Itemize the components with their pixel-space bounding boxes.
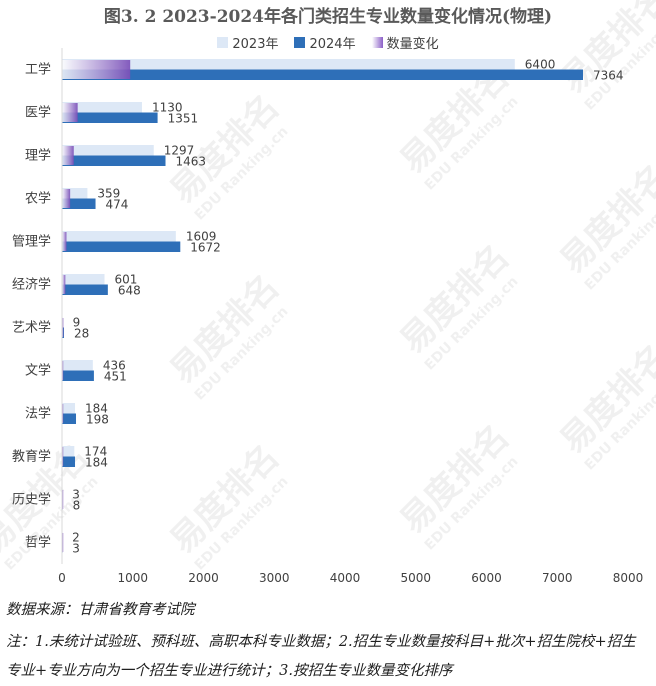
value-label-2023: 174 bbox=[84, 445, 107, 459]
legend-item-2023: 2023年 bbox=[217, 33, 278, 52]
value-label-2024: 1351 bbox=[168, 112, 199, 126]
bar-2023 bbox=[62, 102, 142, 113]
x-tick-label: 3000 bbox=[259, 571, 290, 585]
bar-2024 bbox=[62, 198, 96, 209]
legend-swatch-2024 bbox=[294, 37, 306, 48]
bar-2023 bbox=[62, 145, 154, 156]
chart-note: 注：1.未统计试验班、预科班、高职本科专业数据；2.招生专业数量按科目+批次+招… bbox=[6, 634, 636, 679]
value-label-2023: 359 bbox=[97, 187, 120, 201]
bar-2024 bbox=[62, 284, 108, 295]
bar-change bbox=[62, 60, 131, 79]
bar-2023 bbox=[62, 360, 93, 371]
bar-change bbox=[62, 275, 66, 294]
bar-change bbox=[62, 490, 64, 509]
bar-2023 bbox=[62, 188, 88, 199]
category-label: 历史学 bbox=[12, 492, 51, 508]
legend-item-2024: 2024年 bbox=[294, 33, 356, 52]
x-tick-label: 2000 bbox=[188, 571, 219, 585]
bar-2024 bbox=[62, 456, 76, 467]
value-label-2024: 28 bbox=[74, 327, 89, 341]
bar-change bbox=[62, 361, 64, 380]
bar-change bbox=[62, 404, 64, 423]
bar-2024 bbox=[62, 370, 94, 381]
category-label: 医学 bbox=[25, 105, 51, 121]
category-label: 工学 bbox=[25, 62, 51, 78]
bar-2023 bbox=[62, 403, 76, 414]
bar-change bbox=[62, 232, 67, 251]
x-tick-label: 6000 bbox=[471, 571, 502, 585]
chart-title: 图3. 2 2023-2024年各门类招生专业数量变化情况(物理) bbox=[103, 7, 553, 27]
bar-2023 bbox=[62, 59, 515, 70]
category-label: 法学 bbox=[25, 406, 51, 422]
value-label-2023: 601 bbox=[115, 273, 138, 287]
value-label-2024: 648 bbox=[118, 284, 141, 298]
category-label: 哲学 bbox=[25, 535, 51, 551]
value-label-2024: 198 bbox=[86, 413, 109, 427]
x-axis: 0 1000 2000 3000 4000 5000 6000 7000 8000 bbox=[58, 48, 643, 585]
bar-2023 bbox=[62, 231, 176, 242]
value-label-2024: 7364 bbox=[593, 69, 624, 83]
x-tick-label: 5000 bbox=[400, 571, 431, 585]
x-tick-label: 4000 bbox=[330, 571, 361, 585]
x-tick-label: 7000 bbox=[542, 571, 573, 585]
value-label-2024: 1463 bbox=[176, 155, 207, 169]
category-label: 文学 bbox=[25, 363, 51, 379]
legend-label-2023: 2023年 bbox=[232, 37, 279, 52]
legend: 2023年 2024年 数量变化 bbox=[0, 33, 656, 52]
value-label-2024: 451 bbox=[104, 370, 127, 384]
category-label: 农学 bbox=[25, 191, 51, 207]
category-label: 经济学 bbox=[12, 277, 51, 293]
bar-2024 bbox=[62, 69, 584, 80]
value-label-2024: 184 bbox=[85, 456, 108, 470]
value-label-2023: 1130 bbox=[152, 101, 183, 115]
category-label: 艺术学 bbox=[12, 320, 51, 336]
bar-2024 bbox=[62, 241, 181, 252]
value-label-2023: 2 bbox=[72, 531, 80, 545]
bar-change bbox=[62, 189, 71, 208]
bar-2024 bbox=[62, 413, 77, 424]
bar-2024 bbox=[62, 112, 158, 123]
legend-swatch-change bbox=[371, 37, 383, 48]
legend-label-change: 数量变化 bbox=[386, 37, 439, 52]
bar-change bbox=[62, 533, 64, 552]
data-source: 数据来源：甘肃省教育考试院 bbox=[6, 602, 195, 618]
value-label-2024: 3 bbox=[72, 542, 80, 556]
bar-change bbox=[62, 447, 64, 466]
value-label-2023: 3 bbox=[72, 488, 80, 502]
value-label-2023: 9 bbox=[73, 316, 81, 330]
value-label-2024: 1672 bbox=[190, 241, 221, 255]
category-label: 理学 bbox=[25, 148, 51, 164]
legend-item-change: 数量变化 bbox=[371, 33, 439, 52]
category-label: 教育学 bbox=[12, 449, 51, 465]
bar-change bbox=[62, 146, 74, 165]
value-label-2023: 184 bbox=[85, 402, 108, 416]
bar-change bbox=[62, 318, 64, 337]
value-label-2023: 6400 bbox=[525, 58, 556, 72]
x-tick-label: 1000 bbox=[117, 571, 148, 585]
legend-swatch-2023 bbox=[217, 37, 229, 48]
value-label-2023: 1609 bbox=[186, 230, 217, 244]
bar-2024 bbox=[62, 155, 166, 166]
bar-2023 bbox=[62, 274, 105, 285]
x-tick-label: 8000 bbox=[613, 571, 644, 585]
category-label: 管理学 bbox=[12, 234, 51, 250]
x-tick-label: 0 bbox=[58, 571, 66, 585]
value-label-2024: 8 bbox=[73, 499, 81, 513]
value-label-2024: 474 bbox=[106, 198, 129, 212]
bar-change bbox=[62, 103, 78, 122]
legend-label-2024: 2024年 bbox=[309, 37, 356, 52]
value-label-2023: 436 bbox=[103, 359, 126, 373]
bar-2023 bbox=[62, 446, 75, 457]
value-label-2023: 1297 bbox=[164, 144, 195, 158]
